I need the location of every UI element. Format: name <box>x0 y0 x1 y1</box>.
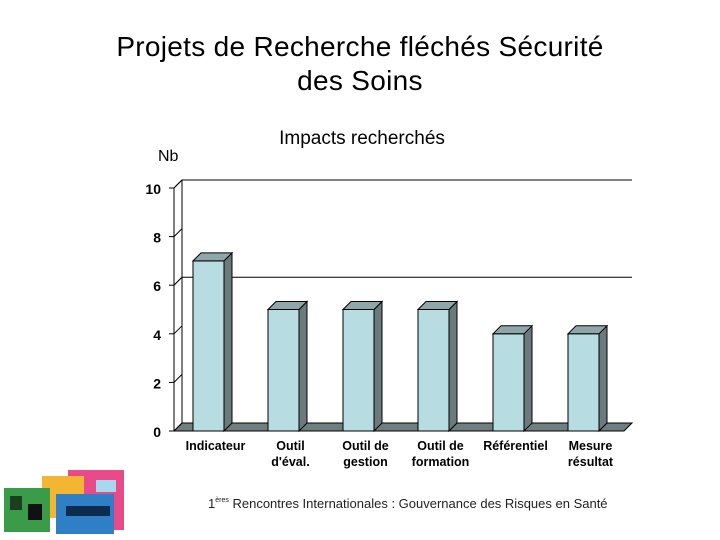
bar-top-2 <box>341 301 384 310</box>
category-label-5-line-0: Mesure <box>569 439 613 453</box>
bar-top-5 <box>566 325 609 335</box>
chart-title: Impacts recherchés <box>279 128 445 149</box>
footer-sup: ères <box>215 497 229 504</box>
category-label-3-line-1: formation <box>412 455 470 469</box>
y-tick-label: 2 <box>153 375 161 391</box>
bar-side-0 <box>223 251 233 433</box>
y-tick-label: 4 <box>153 327 161 343</box>
bar-front-5 <box>567 333 600 432</box>
y-tick-diagonal <box>173 374 183 383</box>
y-tick-diagonal <box>173 228 183 237</box>
bar-front-2 <box>342 309 375 432</box>
bar-side-4 <box>523 324 533 433</box>
y-tick-diagonal <box>173 179 183 189</box>
category-label-5-line-1: résultat <box>568 455 614 469</box>
bar-top-1 <box>266 301 309 310</box>
category-label-4-line-0: Référentiel <box>483 439 548 453</box>
footer-text: 1ères Rencontres Internationales : Gouve… <box>208 496 608 511</box>
slide-title-line-1: Projets de Recherche fléchés Sécurité <box>116 31 604 62</box>
slide-title: Projets de Recherche fléchés Sécurité de… <box>40 30 680 98</box>
y-tick-diagonal <box>173 276 183 286</box>
footer-prefix: 1 <box>208 496 216 511</box>
chart-floor <box>172 422 634 432</box>
category-label-2-line-1: gestion <box>343 455 387 469</box>
bar-front-4 <box>492 333 525 432</box>
category-label-3-line-0: Outil de <box>417 439 464 453</box>
bar-side-1 <box>298 300 308 433</box>
footer-label: Rencontres Internationales : Gouvernance… <box>228 496 608 511</box>
conference-logo <box>4 470 124 534</box>
bar-top-0 <box>191 252 234 262</box>
bar-front-3 <box>417 309 450 432</box>
category-label-0-line-0: Indicateur <box>186 439 246 453</box>
y-tick-diagonal <box>173 422 183 432</box>
y-tick-label: 6 <box>153 278 161 294</box>
bar-front-0 <box>192 260 225 432</box>
bar-side-2 <box>373 300 383 433</box>
y-tick-label: 0 <box>153 424 161 440</box>
bar-side-5 <box>598 324 608 433</box>
y-axis-label: Nb <box>158 148 179 165</box>
y-tick-label: 8 <box>153 230 161 246</box>
slide-title-line-2: des Soins <box>297 65 423 96</box>
bar-top-4 <box>491 325 534 335</box>
category-label-1-line-0: Outil <box>276 439 304 453</box>
bar-front-1 <box>267 309 300 432</box>
bar-top-3 <box>416 301 459 310</box>
y-tick-label: 10 <box>145 181 161 197</box>
category-label-1-line-1: d'éval. <box>271 455 309 469</box>
y-tick-diagonal <box>173 325 183 335</box>
category-label-2-line-0: Outil de <box>342 439 389 453</box>
bar-side-3 <box>448 300 458 433</box>
